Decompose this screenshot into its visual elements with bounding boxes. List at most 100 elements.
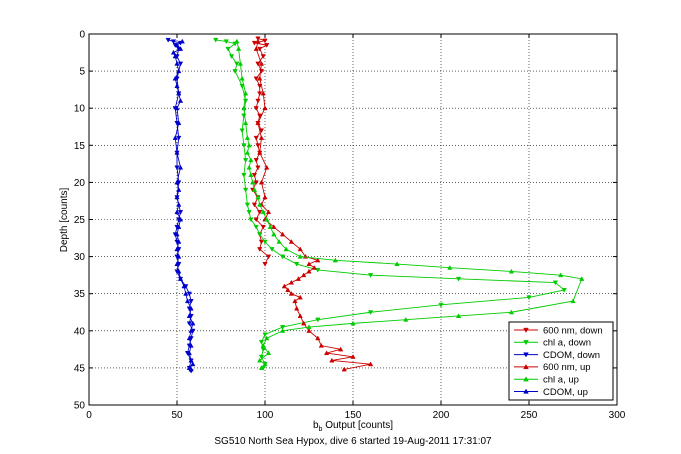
- data-point: [288, 279, 295, 285]
- y-tick-label: 40: [74, 326, 86, 337]
- data-point: [403, 316, 409, 322]
- data-point: [262, 332, 268, 338]
- data-point: [170, 39, 177, 45]
- data-point: [246, 142, 252, 148]
- data-point: [188, 299, 194, 304]
- legend-swatch-marker: [523, 327, 529, 333]
- data-point: [297, 253, 303, 259]
- data-point: [213, 37, 219, 43]
- y-tick-label: 50: [74, 401, 86, 412]
- data-point: [239, 128, 245, 134]
- data-point: [294, 262, 300, 267]
- data-point: [235, 46, 242, 51]
- data-point: [176, 253, 182, 259]
- data-point: [315, 317, 321, 323]
- data-point: [367, 361, 374, 367]
- legend-label: chl a, down: [543, 338, 591, 349]
- data-point: [269, 247, 275, 252]
- y-tick-label: 45: [74, 363, 86, 374]
- legend-swatch-marker: [523, 376, 529, 382]
- data-point: [264, 335, 270, 341]
- data-point: [253, 180, 259, 186]
- data-point: [265, 350, 272, 356]
- data-point: [281, 283, 287, 289]
- data-point: [188, 305, 194, 311]
- data-point: [184, 298, 191, 304]
- data-point: [257, 247, 263, 252]
- data-point: [332, 257, 339, 263]
- data-point: [257, 150, 263, 155]
- data-point: [225, 46, 231, 52]
- data-point: [279, 328, 286, 333]
- data-point: [174, 150, 180, 155]
- data-point: [241, 105, 247, 111]
- data-point: [190, 320, 196, 326]
- data-point: [315, 267, 321, 273]
- data-point: [255, 36, 261, 42]
- data-point: [262, 361, 268, 367]
- legend-entry-0: 600 nm, down: [514, 325, 603, 336]
- data-point: [186, 335, 192, 341]
- legend-entry-2: CDOM, down: [514, 350, 600, 361]
- data-point: [279, 254, 286, 260]
- data-point: [243, 90, 249, 96]
- data-point: [176, 201, 182, 207]
- data-point: [297, 294, 303, 300]
- series-1: [213, 37, 567, 371]
- data-point: [251, 202, 258, 208]
- data-point: [179, 38, 185, 44]
- data-point: [241, 143, 247, 149]
- data-point: [318, 342, 324, 348]
- y-tick-label: 5: [79, 67, 85, 78]
- legend-swatch-marker: [523, 388, 529, 394]
- data-point: [176, 90, 182, 96]
- data-point: [253, 217, 259, 223]
- x-tick-label: 150: [345, 410, 362, 421]
- data-point: [183, 290, 189, 296]
- data-point: [264, 216, 270, 222]
- data-point: [508, 309, 515, 315]
- data-point: [260, 209, 266, 215]
- series-line: [215, 39, 566, 369]
- data-point: [561, 287, 567, 293]
- data-point: [279, 325, 286, 330]
- data-point: [174, 83, 180, 88]
- data-point: [177, 98, 184, 103]
- data-point: [174, 165, 180, 171]
- legend-entry-3: 600 nm, up: [514, 362, 591, 373]
- data-point: [323, 350, 330, 356]
- legend-entry-4: chl a, up: [514, 375, 579, 386]
- data-point: [241, 172, 247, 178]
- data-point: [301, 320, 307, 326]
- data-point: [177, 46, 184, 51]
- legend-swatch-marker: [523, 340, 529, 346]
- series-layer: [165, 36, 585, 374]
- data-point: [262, 105, 268, 111]
- data-point: [188, 328, 194, 333]
- data-point: [177, 164, 184, 170]
- data-point: [338, 346, 344, 352]
- data-point: [244, 150, 251, 155]
- data-point: [367, 310, 374, 315]
- data-point: [262, 262, 268, 267]
- y-tick-label: 25: [74, 215, 86, 226]
- data-point: [350, 320, 356, 326]
- data-point: [177, 216, 184, 222]
- data-point: [257, 201, 263, 207]
- legend-label: CDOM, up: [543, 387, 588, 398]
- data-point: [243, 158, 249, 163]
- data-point: [264, 43, 270, 48]
- data-point: [174, 194, 180, 200]
- data-point: [329, 357, 335, 363]
- data-point: [186, 291, 192, 297]
- data-point: [172, 53, 178, 59]
- series-5: [170, 38, 196, 372]
- data-point: [228, 54, 235, 59]
- data-point: [243, 187, 249, 193]
- data-point: [306, 328, 312, 333]
- x-tick-label: 200: [433, 410, 450, 421]
- data-point: [260, 224, 266, 230]
- data-point: [394, 261, 400, 267]
- data-point: [315, 335, 321, 341]
- data-point: [255, 120, 261, 126]
